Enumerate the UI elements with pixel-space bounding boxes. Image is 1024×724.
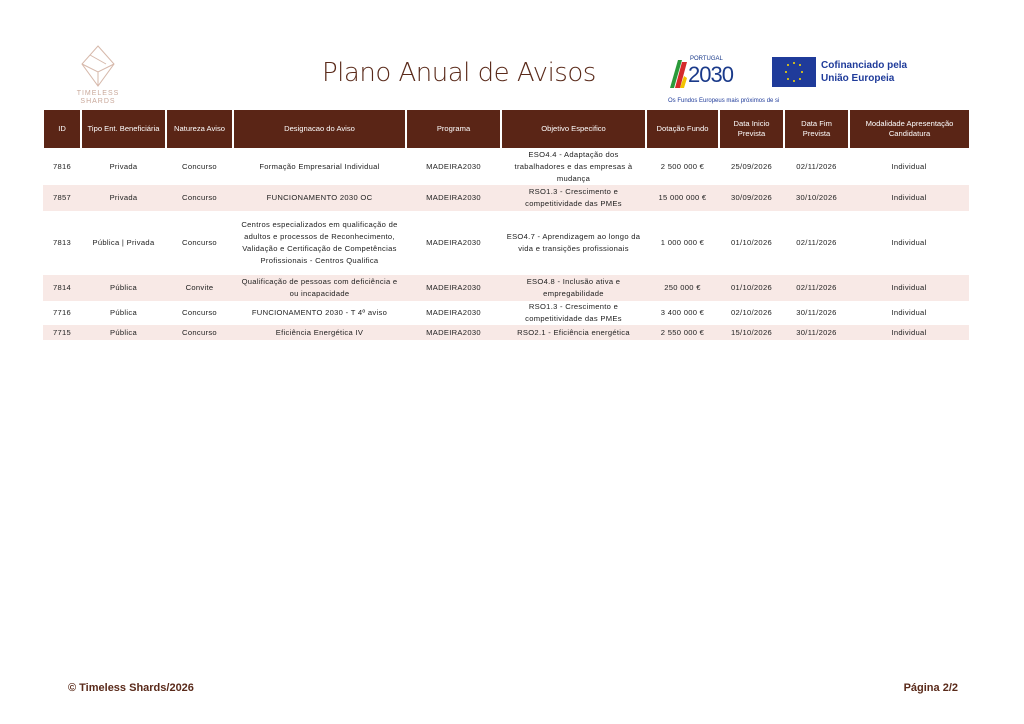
table-row: 7814 Pública Convite Qualificação de pessoa… xyxy=(43,275,969,301)
table-cell: 30/11/2026 xyxy=(784,325,849,340)
table-cell: Eficiência Energética IV xyxy=(233,325,406,340)
table-cell: 01/10/2026 xyxy=(730,238,772,247)
table-cell: Privada xyxy=(81,185,166,211)
table-cell: MADEIRA2030 xyxy=(426,161,481,171)
table-cell: FUNCIONAMENTO 2030 OC xyxy=(233,185,406,211)
table-cell: 02/11/2026 xyxy=(784,275,849,301)
logo-text: TIMELESS SHARDS xyxy=(76,90,120,105)
table-cell: Individual xyxy=(891,161,927,171)
column-header: Tipo Ent. Beneficiária xyxy=(80,110,166,148)
table-cell: 30/11/2026 xyxy=(796,308,837,317)
table-cell: Concurso xyxy=(182,308,217,317)
table-cell: Pública xyxy=(81,325,166,340)
table-cell: ESO4.7 - Aprendizagem ao longo da vida e… xyxy=(506,232,641,253)
table-cell: Convite xyxy=(166,275,233,301)
column-header: ID xyxy=(42,110,81,148)
column-header: Modalidade Apresentação Candidatura xyxy=(848,110,969,148)
table-cell: 2 500 000 € xyxy=(660,161,705,171)
table-cell: MADEIRA2030 xyxy=(406,275,501,301)
table-cell: 7716 xyxy=(52,308,72,317)
table-cell: 25/09/2026 xyxy=(730,161,772,171)
table-cell: Pública xyxy=(109,308,137,317)
table-cell: MADEIRA2030 xyxy=(426,308,481,317)
table-cell: RSO2.1 - Eficiência energética xyxy=(501,325,646,340)
eu-cofinancing-text: Cofinanciado pela União Europeia xyxy=(821,60,908,84)
table-cell: Concurso xyxy=(182,238,217,247)
footer-page-number: Página 2/2 xyxy=(903,682,958,694)
table-cell: ESO4.4 - Adaptação dos trabalhadores e d… xyxy=(514,149,633,183)
table-cell: MADEIRA2030 xyxy=(406,325,501,340)
table-cell: 30/10/2026 xyxy=(784,185,849,211)
table-cell: ESO4.8 - Inclusão ativa e empregabilidad… xyxy=(501,275,646,301)
table-cell: Pública | Privada xyxy=(92,238,155,247)
column-header: Natureza Aviso xyxy=(165,110,233,148)
table-cell: 15 000 000 € xyxy=(646,185,719,211)
table-row: 7715 Pública Concurso Eficiência Energética… xyxy=(43,325,969,340)
table-cell: MADEIRA2030 xyxy=(426,238,481,247)
table-cell: Qualificação de pessoas com deficiência … xyxy=(233,275,406,301)
table-cell: Concurso xyxy=(182,161,217,171)
portugal-flag-icon xyxy=(670,60,687,88)
table-cell: Individual xyxy=(849,275,969,301)
table-cell: 1 000 000 € xyxy=(660,238,705,247)
table-cell: Formação Empresarial Individual xyxy=(259,161,380,171)
tagline: Os Fundos Europeus mais próximos de si xyxy=(668,98,780,104)
table-row: 7816 Privada Concurso Formação Empresarial … xyxy=(43,148,969,185)
table-cell: 7715 xyxy=(43,325,81,340)
table-cell: 02/11/2026 xyxy=(796,238,837,247)
avisos-table: ID Tipo Ent. Beneficiária Natureza Aviso De… xyxy=(42,110,969,340)
table-row: 7716 Pública Concurso FUNCIONAMENTO 2030 - … xyxy=(43,301,969,325)
table-cell: 30/09/2026 xyxy=(719,185,784,211)
table-cell: Individual xyxy=(891,238,927,247)
footer-copyright: © Timeless Shards/2026 xyxy=(68,682,194,694)
table-cell: 2 550 000 € xyxy=(646,325,719,340)
table-cell: 01/10/2026 xyxy=(719,275,784,301)
table-cell: RSO1.3 - Crescimento e competitividade d… xyxy=(501,185,646,211)
table-cell: 7816 xyxy=(52,161,72,171)
table-cell: Concurso xyxy=(166,325,233,340)
column-header: Programa xyxy=(405,110,501,148)
table-cell: 250 000 € xyxy=(646,275,719,301)
table-cell: Centros especializados em qualificação d… xyxy=(241,220,398,265)
timeless-shards-logo: TIMELESS SHARDS xyxy=(72,44,124,106)
table-cell: 02/10/2026 xyxy=(730,308,772,317)
table-cell: 7813 xyxy=(52,238,72,247)
table-cell: Concurso xyxy=(166,185,233,211)
table-cell: 7857 xyxy=(43,185,81,211)
table-cell: Individual xyxy=(891,308,927,317)
column-header: Objetivo Especifico xyxy=(500,110,646,148)
eu-flag-icon xyxy=(772,57,816,87)
column-header: Data Inicio Prevista xyxy=(718,110,784,148)
table-row: 7813 Pública | Privada Concurso Centros esp… xyxy=(43,211,969,275)
table-row: 7857 Privada Concurso FUNCIONAMENTO 2030 OC… xyxy=(43,185,969,211)
column-header: Dotação Fundo xyxy=(645,110,719,148)
table-cell: 02/11/2026 xyxy=(796,161,837,171)
diamond-logo-icon xyxy=(81,45,115,87)
table-cell: MADEIRA2030 xyxy=(406,185,501,211)
table-cell: FUNCIONAMENTO 2030 - T 4º aviso xyxy=(251,308,388,317)
table-cell: 15/10/2026 xyxy=(719,325,784,340)
table-cell: Pública xyxy=(81,275,166,301)
table-cell: Privada xyxy=(109,161,138,171)
table-cell: Individual xyxy=(849,325,969,340)
table-cell: Individual xyxy=(849,185,969,211)
table-cell: RSO1.3 - Crescimento e competitividade d… xyxy=(525,302,622,323)
column-header: Designacao do Aviso xyxy=(232,110,406,148)
portugal-2030-logo: PORTUGAL 2030 xyxy=(668,56,748,90)
table-cell: 7814 xyxy=(43,275,81,301)
page-title: Plano Anual de Avisos xyxy=(322,58,596,88)
table-cell: 3 400 000 € xyxy=(660,308,705,317)
column-header: Data Fim Prevista xyxy=(783,110,849,148)
